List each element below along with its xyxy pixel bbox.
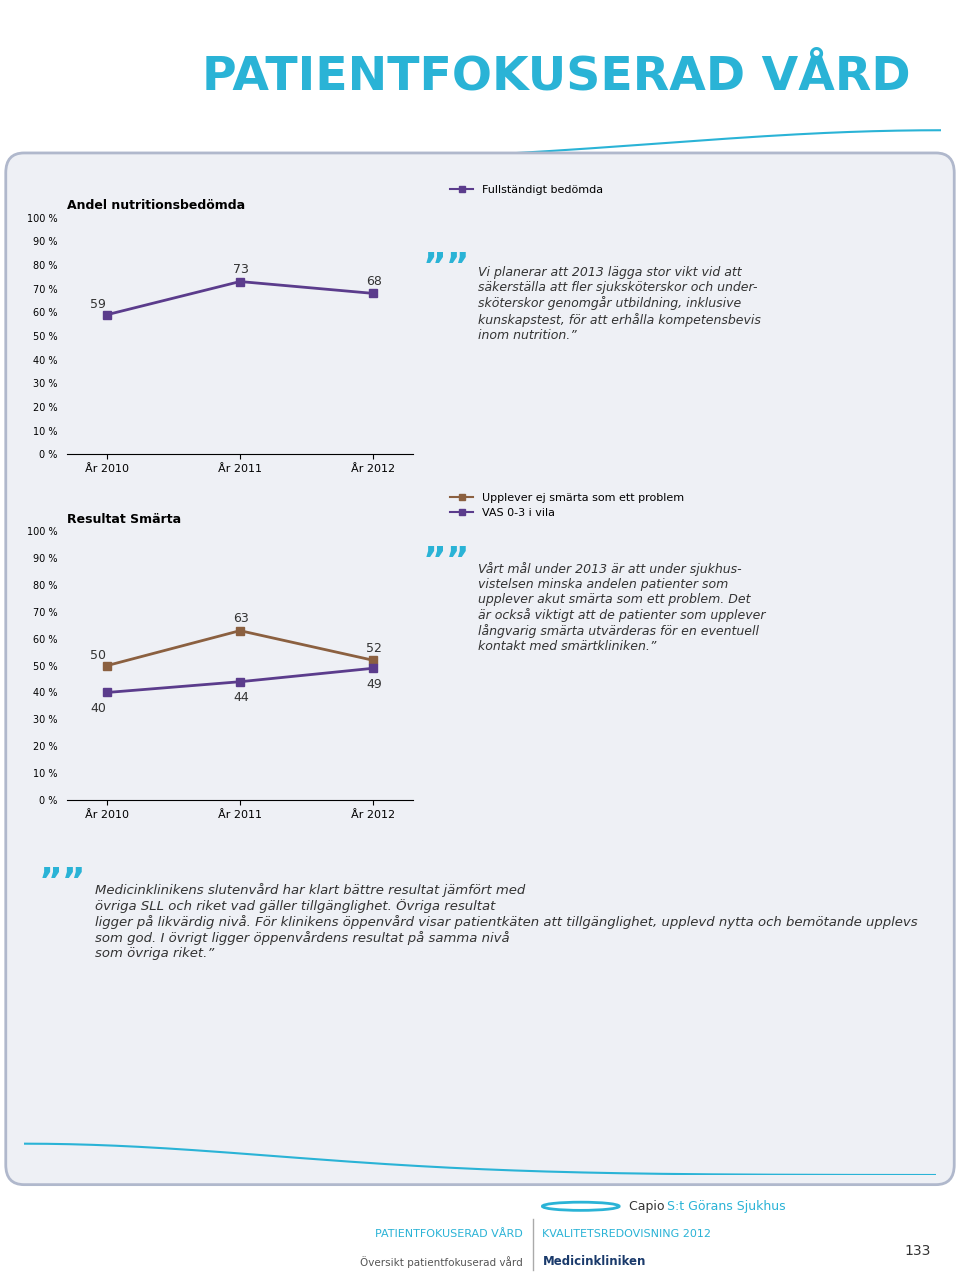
- Text: Capio: Capio: [629, 1199, 668, 1212]
- Text: Vårt mål under 2013 är att under sjukhus-
vistelsen minska andelen patienter som: Vårt mål under 2013 är att under sjukhus…: [478, 562, 766, 654]
- Text: Medicinkliniken: Medicinkliniken: [542, 1256, 646, 1268]
- Text: 59: 59: [90, 298, 107, 311]
- Text: 2012: 2012: [19, 55, 144, 99]
- Text: 49: 49: [366, 677, 382, 691]
- Legend: Fullständigt bedömda: Fullständigt bedömda: [446, 180, 607, 200]
- Text: 133: 133: [905, 1244, 931, 1258]
- Text: 40: 40: [90, 701, 107, 716]
- Text: 68: 68: [366, 275, 382, 288]
- Text: 52: 52: [366, 641, 382, 655]
- Text: 63: 63: [233, 612, 249, 626]
- Text: Översikt patientfokuserad vård: Översikt patientfokuserad vård: [360, 1256, 523, 1267]
- Text: S:t Görans Sjukhus: S:t Görans Sjukhus: [667, 1199, 786, 1212]
- FancyBboxPatch shape: [6, 152, 954, 1185]
- Text: PATIENTFOKUSERAD VÅRD: PATIENTFOKUSERAD VÅRD: [375, 1229, 523, 1239]
- Text: 50: 50: [90, 649, 107, 662]
- Text: 44: 44: [233, 691, 249, 704]
- Text: KVALITETSREDOVISNING 2012: KVALITETSREDOVISNING 2012: [542, 1229, 711, 1239]
- Text: ””: ””: [422, 251, 469, 285]
- Text: ””: ””: [38, 865, 85, 900]
- Text: ””: ””: [422, 544, 469, 579]
- Legend: Upplever ej smärta som ett problem, VAS 0-3 i vila: Upplever ej smärta som ett problem, VAS …: [446, 489, 688, 522]
- Text: 73: 73: [233, 264, 249, 276]
- Text: Resultat Smärta: Resultat Smärta: [67, 513, 181, 526]
- Text: Andel nutritionsbedömda: Andel nutritionsbedömda: [67, 200, 246, 212]
- Text: Vi planerar att 2013 lägga stor vikt vid att
säkerställa att fler sjuksköterskor: Vi planerar att 2013 lägga stor vikt vid…: [478, 266, 761, 342]
- Text: PATIENTFOKUSERAD VÅRD: PATIENTFOKUSERAD VÅRD: [203, 54, 911, 100]
- Text: Medicinklinikens slutenvård har klart bättre resultat jämfört med
övriga SLL och: Medicinklinikens slutenvård har klart bä…: [95, 883, 918, 960]
